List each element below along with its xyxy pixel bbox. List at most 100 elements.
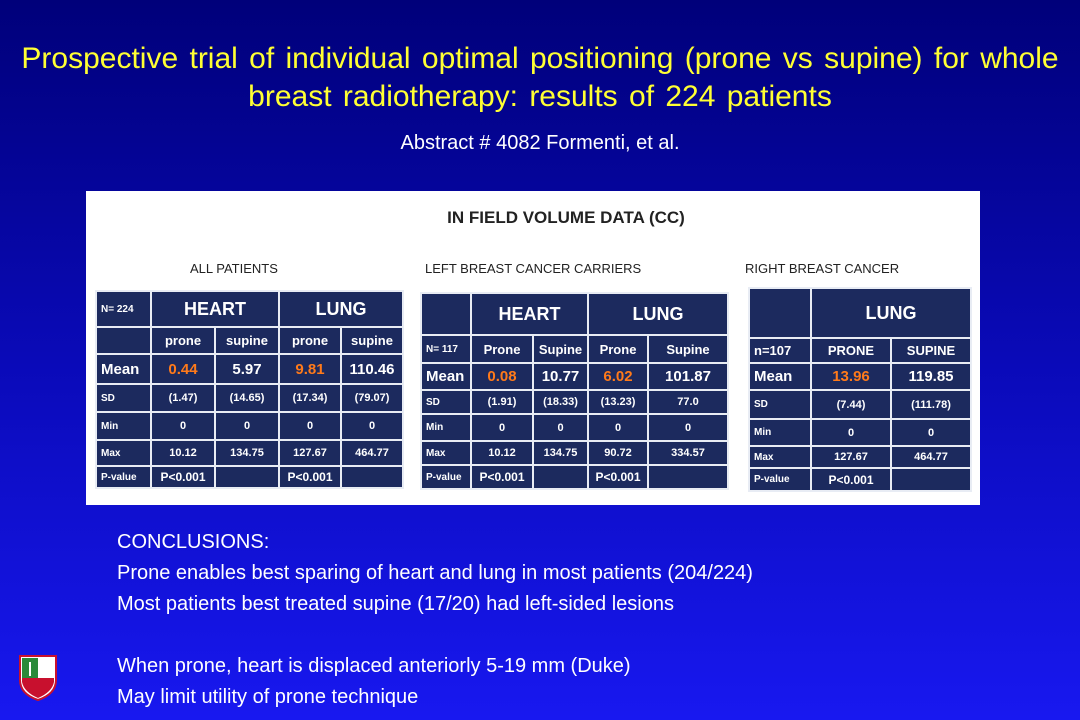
table-row: Max 10.12 134.75 127.67 464.77 (95, 439, 404, 467)
table-row: Max 10.12 134.75 90.72 334.57 (420, 440, 729, 466)
data-cell: 101.87 (647, 362, 729, 391)
column-header: PRONE (810, 337, 892, 364)
table-row: P-value P<0.001 P<0.001 (420, 464, 729, 490)
data-cell: 10.12 (150, 439, 216, 467)
corner-cell: n=107 (748, 337, 812, 364)
logo (19, 655, 57, 702)
data-cell: 13.96 (810, 362, 892, 391)
data-cell: (111.78) (890, 389, 972, 420)
data-cell: (18.33) (532, 389, 589, 415)
data-cell: 0 (647, 413, 729, 442)
data-cell: 9.81 (278, 353, 342, 385)
row-label: Mean (420, 362, 472, 391)
data-cell: (79.07) (340, 383, 404, 413)
data-cell: P<0.001 (150, 465, 216, 489)
data-cell: 77.0 (647, 389, 729, 415)
figure-heading: IN FIELD VOLUME DATA (CC) (447, 208, 685, 227)
table-row: Mean 0.44 5.97 9.81 110.46 (95, 353, 404, 385)
spacer (117, 620, 753, 651)
table-row: HEART LUNG (420, 292, 729, 336)
figure-panel: IN FIELD VOLUME DATA (CC) ALL PATIENTS N=… (86, 191, 980, 505)
corner-cell (420, 292, 472, 336)
row-label: Mean (748, 362, 812, 391)
data-cell: P<0.001 (470, 464, 534, 490)
table-row: prone supine prone supine (95, 326, 404, 355)
row-label: Max (95, 439, 152, 467)
table-row: LUNG (748, 287, 972, 339)
table-row: Max 127.67 464.77 (748, 445, 972, 469)
row-label: Min (420, 413, 472, 442)
conclusion-line: When prone, heart is displaced anteriorl… (117, 655, 631, 677)
column-header: Supine (647, 334, 729, 364)
corner-cell (95, 326, 152, 355)
group-header: HEART (150, 290, 280, 328)
conclusions-heading: CONCLUSIONS: (117, 531, 270, 553)
data-cell: 0 (340, 411, 404, 441)
data-cell: 0 (470, 413, 534, 442)
empty-cell (647, 464, 729, 490)
row-label: P-value (748, 467, 812, 492)
conclusions: CONCLUSIONS: Prone enables best sparing … (117, 527, 753, 713)
table-row: N= 224 HEART LUNG (95, 290, 404, 328)
column-header: Supine (532, 334, 589, 364)
table-label: ALL PATIENTS (190, 261, 278, 276)
row-label: Mean (95, 353, 152, 385)
data-cell: 127.67 (278, 439, 342, 467)
data-cell: 134.75 (214, 439, 280, 467)
table-label: RIGHT BREAST CANCER (745, 261, 900, 276)
empty-cell (340, 465, 404, 489)
table-row: Mean 0.08 10.77 6.02 101.87 (420, 362, 729, 391)
data-cell: (14.65) (214, 383, 280, 413)
table-row: Mean 13.96 119.85 (748, 362, 972, 391)
data-cell: 5.97 (214, 353, 280, 385)
column-header: supine (214, 326, 280, 355)
column-header: Prone (587, 334, 649, 364)
data-cell: 0 (810, 418, 892, 447)
title: Prospective trial of individual optimal … (21, 42, 1059, 113)
row-label: Max (420, 440, 472, 466)
data-cell: (1.91) (470, 389, 534, 415)
data-cell: 0 (890, 418, 972, 447)
row-label: SD (748, 389, 812, 420)
group-header: HEART (470, 292, 589, 336)
data-cell: (17.34) (278, 383, 342, 413)
data-cell: 119.85 (890, 362, 972, 391)
data-cell: 10.77 (532, 362, 589, 391)
column-header: prone (150, 326, 216, 355)
data-cell: 334.57 (647, 440, 729, 466)
data-cell: 0.08 (470, 362, 534, 391)
corner-cell (748, 287, 812, 339)
row-label: SD (95, 383, 152, 413)
data-table: LUNG n=107 PRONE SUPINE Mean 13.96 119.85 SD (7.… (748, 287, 972, 492)
data-cell: 0 (150, 411, 216, 441)
table-row: n=107 PRONE SUPINE (748, 337, 972, 364)
data-table: HEART LUNG N= 117 Prone Supine Prone Supine Mea… (420, 292, 729, 490)
table-row: SD (7.44) (111.78) (748, 389, 972, 420)
data-cell: 464.77 (340, 439, 404, 467)
group-header: LUNG (810, 287, 972, 339)
column-header: prone (278, 326, 342, 355)
row-label: SD (420, 389, 472, 415)
corner-cell: N= 224 (95, 290, 152, 328)
conclusion-line: May limit utility of prone technique (117, 686, 419, 708)
data-table: N= 224 HEART LUNG prone supine prone supine Mea… (95, 290, 404, 489)
row-label: P-value (95, 465, 152, 489)
table-row: SD (1.47) (14.65) (17.34) (79.07) (95, 383, 404, 413)
conclusion-line: Prone enables best sparing of heart and … (117, 562, 753, 584)
data-cell: 134.75 (532, 440, 589, 466)
row-label: Min (95, 411, 152, 441)
data-cell: 127.67 (810, 445, 892, 469)
table-row: P-value P<0.001 (748, 467, 972, 492)
conclusion-line: Most patients best treated supine (17/20… (117, 593, 674, 615)
data-cell: 110.46 (340, 353, 404, 385)
data-cell: (13.23) (587, 389, 649, 415)
table-row: N= 117 Prone Supine Prone Supine (420, 334, 729, 364)
table-row: Min 0 0 0 0 (420, 413, 729, 442)
data-cell: 90.72 (587, 440, 649, 466)
data-cell: 464.77 (890, 445, 972, 469)
data-cell: 10.12 (470, 440, 534, 466)
row-label: Max (748, 445, 812, 469)
table-row: Min 0 0 (748, 418, 972, 447)
table-row: P-value P<0.001 P<0.001 (95, 465, 404, 489)
row-label: P-value (420, 464, 472, 490)
